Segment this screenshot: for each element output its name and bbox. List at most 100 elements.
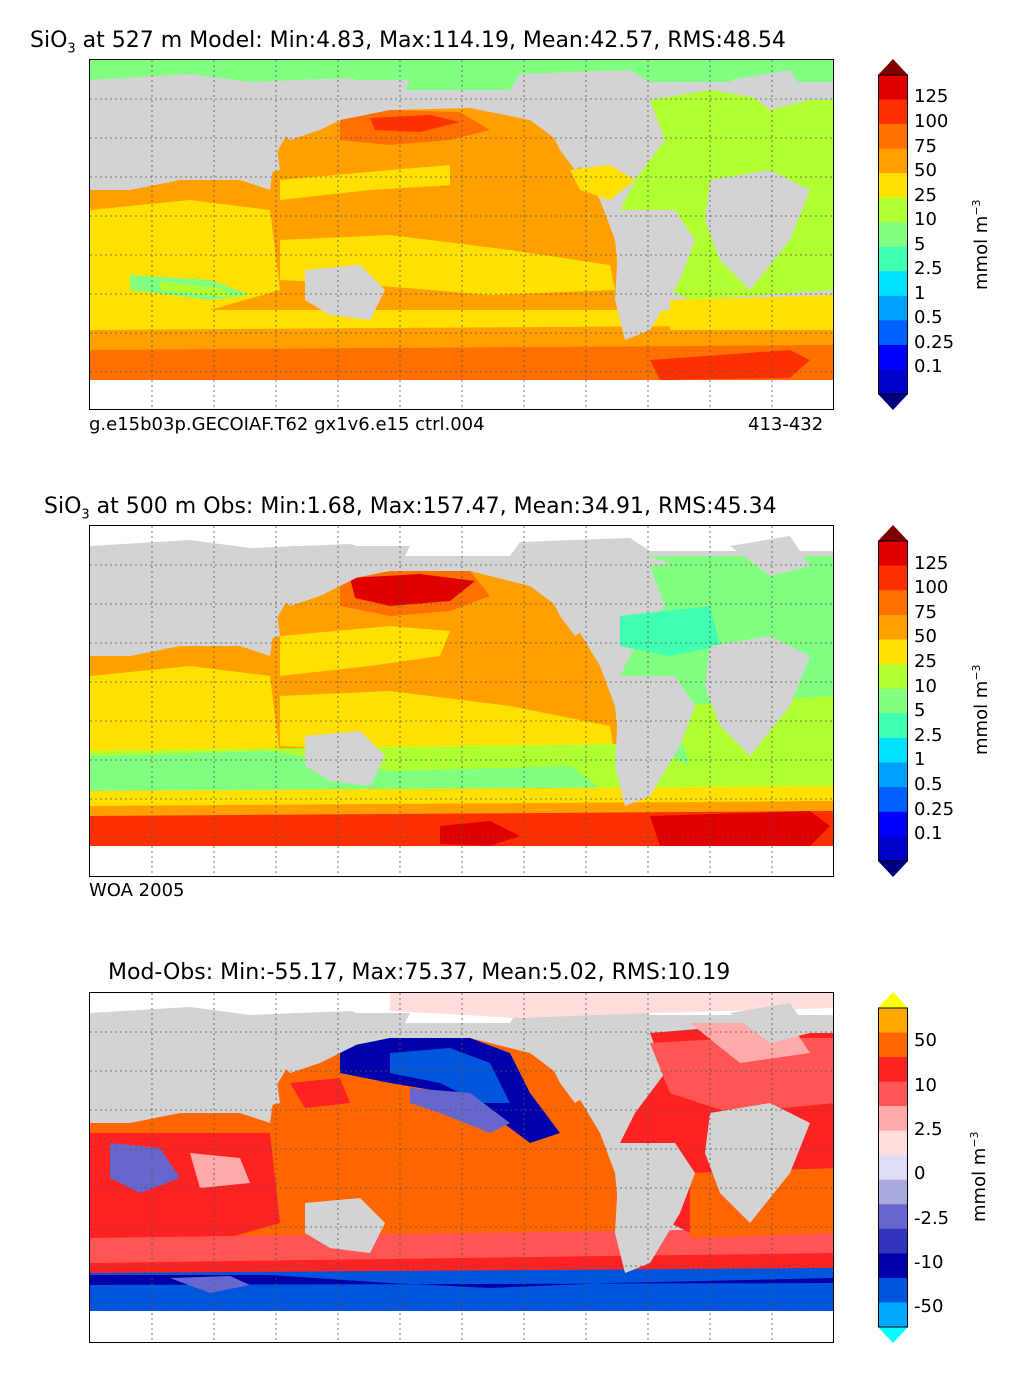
colorbar-swatch	[878, 1155, 908, 1181]
panel3-title: Mod-Obs: Min:-55.17, Max:75.37, Mean:5.0…	[108, 960, 730, 985]
colorbar-swatch	[878, 713, 908, 739]
colorbar-extend-min	[878, 1327, 908, 1343]
colorbar-swatch	[878, 173, 908, 199]
colorbar-tick-label: 25	[914, 651, 937, 672]
colorbar-tick-label: 50	[914, 1030, 937, 1052]
colorbar-swatch	[878, 75, 908, 101]
panel2-units: mmol m−3	[970, 664, 992, 755]
colorbar-tick-label: 100	[914, 577, 949, 599]
panel2-map-svg	[90, 526, 833, 876]
colorbar-swatch	[878, 639, 908, 665]
colorbar-tick-label: 10	[914, 209, 937, 231]
panel2-map	[89, 525, 834, 877]
panel2-title: SiO3 at 500 m Obs: Min:1.68, Max:157.47,…	[44, 494, 777, 522]
colorbar-tick-label: 0.25	[914, 798, 955, 820]
colorbar-tick-label: 10	[914, 1074, 937, 1096]
colorbar-swatch	[878, 344, 908, 370]
colorbar-tick-label: 125	[914, 552, 949, 574]
colorbar-swatch	[878, 1106, 908, 1132]
panel2-grid	[90, 526, 833, 876]
panel2-units-text: mmol m	[971, 680, 992, 755]
colorbar-swatch	[878, 295, 908, 321]
colorbar-tick-label: 2.5	[914, 258, 943, 280]
panel1-colorbar-svg	[878, 59, 908, 410]
colorbar-tick-label: 100	[914, 111, 949, 133]
colorbar-tick-label: 2.5	[914, 1118, 943, 1140]
panel1-units-exp: −3	[970, 199, 983, 216]
colorbar-swatch	[878, 688, 908, 714]
colorbar-swatch	[878, 787, 908, 813]
panel2-title-sub: 3	[81, 507, 90, 523]
panel3-grid	[90, 993, 833, 1342]
colorbar-tick-label: -2.5	[914, 1207, 950, 1229]
colorbar-swatch	[878, 1179, 908, 1205]
colorbar-swatch	[878, 1302, 908, 1328]
panel1-grid	[90, 60, 833, 409]
panel1-title-prefix: SiO	[30, 28, 68, 53]
colorbar-swatch	[878, 148, 908, 174]
panel1-units: mmol m−3	[970, 199, 992, 290]
colorbar-swatch	[878, 1277, 908, 1303]
colorbar-swatch	[878, 1204, 908, 1230]
colorbar-swatch	[878, 124, 908, 150]
colorbar-swatch	[878, 1130, 908, 1156]
panel1-footer-left: g.e15b03p.GECOIAF.T62 gx1v6.e15 ctrl.004	[89, 414, 485, 435]
panel1-map	[89, 59, 834, 410]
colorbar-swatch	[878, 1228, 908, 1254]
colorbar-swatch	[878, 1081, 908, 1107]
colorbar-swatch	[878, 664, 908, 690]
colorbar-tick-label: 5	[914, 700, 926, 722]
panel3-units: mmol m−3	[968, 1131, 990, 1222]
colorbar-swatch	[878, 590, 908, 616]
colorbar-tick-label: 1	[914, 749, 926, 771]
colorbar-swatch	[878, 565, 908, 591]
colorbar-swatch	[878, 614, 908, 640]
panel3-map-svg	[90, 993, 833, 1342]
panel3-units-text: mmol m	[969, 1147, 990, 1222]
colorbar-swatch	[878, 1057, 908, 1083]
colorbar-tick-label: 0.1	[914, 356, 943, 378]
colorbar-swatch	[878, 246, 908, 272]
colorbar-swatch	[878, 836, 908, 862]
panel1-title-rest: at 527 m Model: Min:4.83, Max:114.19, Me…	[75, 28, 786, 53]
panel1-title: SiO3 at 527 m Model: Min:4.83, Max:114.1…	[30, 28, 786, 56]
colorbar-swatch	[878, 1008, 908, 1034]
colorbar-tick-label: 0	[914, 1163, 926, 1185]
panel1-footer-right: 413-432	[748, 414, 824, 435]
colorbar-swatch	[878, 99, 908, 125]
colorbar-extend-min	[878, 394, 908, 410]
panel1-map-svg	[90, 60, 833, 409]
colorbar-swatch	[878, 197, 908, 223]
colorbar-tick-label: 75	[914, 601, 937, 623]
panel2-colorbar-svg	[878, 525, 908, 877]
panel2-title-rest: at 500 m Obs: Min:1.68, Max:157.47, Mean…	[89, 494, 777, 519]
colorbar-tick-label: 0.5	[914, 307, 943, 329]
panel2-units-exp: −3	[970, 664, 983, 681]
colorbar-extend-max	[878, 59, 908, 75]
colorbar-tick-label: 50	[914, 160, 937, 182]
panel3-title-text: Mod-Obs: Min:-55.17, Max:75.37, Mean:5.0…	[108, 960, 731, 985]
panel1-units-text: mmol m	[971, 215, 992, 290]
colorbar-swatch	[878, 271, 908, 297]
colorbar-tick-label: 10	[914, 675, 937, 697]
colorbar-tick-label: 0.25	[914, 331, 955, 353]
colorbar-swatch	[878, 541, 908, 567]
colorbar-swatch	[878, 369, 908, 395]
colorbar-swatch	[878, 762, 908, 788]
colorbar-tick-label: 1	[914, 282, 926, 304]
colorbar-swatch	[878, 737, 908, 764]
colorbar-tick-label: 125	[914, 86, 949, 108]
panel1-title-sub: 3	[67, 41, 76, 57]
colorbar-swatch	[878, 1253, 908, 1279]
panel3-colorbar-svg	[878, 992, 908, 1343]
colorbar-tick-label: 25	[914, 184, 937, 206]
colorbar-extend-max	[878, 992, 908, 1008]
panel3-units-exp: −3	[968, 1131, 981, 1148]
colorbar-swatch	[878, 811, 908, 837]
colorbar-swatch	[878, 320, 908, 346]
panel2-title-prefix: SiO	[44, 494, 82, 519]
colorbar-swatch	[878, 222, 908, 248]
colorbar-extend-min	[878, 861, 908, 877]
colorbar-tick-label: 0.1	[914, 823, 943, 845]
panel2-colorbar	[878, 525, 908, 877]
